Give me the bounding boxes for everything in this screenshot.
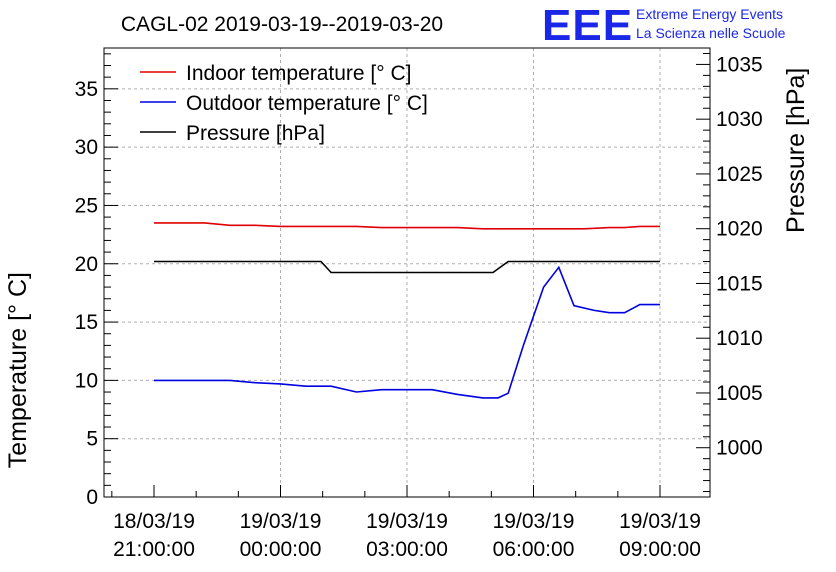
y-tick-label: 35 (75, 78, 98, 101)
legend-label: Pressure [hPa] (186, 122, 325, 145)
eee-logo-line2: La Scienza nelle Scuole (636, 25, 786, 41)
y-tick-label: 15 (75, 311, 98, 334)
x-tick-label-time: 21:00:00 (113, 538, 195, 561)
y-tick-label: 10 (75, 369, 98, 392)
series-line-pressure-hpa (154, 260, 660, 274)
y2-tick-label: 1015 (716, 272, 763, 295)
x-tick-label-date: 19/03/19 (240, 510, 322, 533)
x-tick-label-date: 18/03/19 (113, 510, 195, 533)
y2-axis-title: Pressure [hPa] (782, 68, 810, 233)
x-tick-label-date: 19/03/19 (619, 510, 701, 533)
y-tick-label: 0 (86, 486, 98, 509)
eee-logo: EEE Extreme Energy Events La Scienza nel… (542, 1, 786, 50)
eee-logo-mark: EEE (542, 1, 633, 50)
y2-tick-label: 1025 (716, 163, 763, 186)
x-tick-label-time: 03:00:00 (366, 538, 448, 561)
ticks (104, 52, 710, 498)
x-tick-label-time: 00:00:00 (240, 538, 322, 561)
legend-label: Outdoor temperature [° C] (186, 92, 428, 115)
y2-tick-label: 1030 (716, 108, 763, 131)
y-tick-label: 30 (75, 136, 98, 159)
y2-tick-label: 1020 (716, 218, 763, 241)
y-axis-title: Temperature [° C] (4, 272, 32, 468)
legend-label: Indoor temperature [° C] (186, 62, 412, 85)
y-tick-label: 5 (86, 428, 98, 451)
y-tick-label: 25 (75, 194, 98, 217)
grid (104, 48, 710, 497)
y2-tick-label: 1010 (716, 327, 763, 350)
x-tick-label-time: 09:00:00 (619, 538, 701, 561)
chart-title: CAGL-02 2019-03-19--2019-03-20 (121, 13, 443, 36)
y-tick-label: 20 (75, 253, 98, 276)
y2-tick-label: 1035 (716, 53, 763, 76)
series-line-outdoor-temperature-c (154, 265, 660, 399)
series-lines (154, 222, 660, 399)
series-line-indoor-temperature-c (154, 222, 660, 230)
tick-labels: 18/03/19 21:00:00 19/03/19 00:00:00 19/03/19… (75, 53, 763, 561)
x-tick-label-date: 19/03/19 (493, 510, 575, 533)
y2-tick-label: 1000 (716, 437, 763, 460)
x-tick-label-date: 19/03/19 (366, 510, 448, 533)
legend: Indoor temperature [° C] Outdoor temperat… (140, 62, 428, 145)
y2-tick-label: 1005 (716, 382, 763, 405)
x-tick-label-time: 06:00:00 (493, 538, 575, 561)
eee-logo-line1: Extreme Energy Events (636, 6, 783, 22)
